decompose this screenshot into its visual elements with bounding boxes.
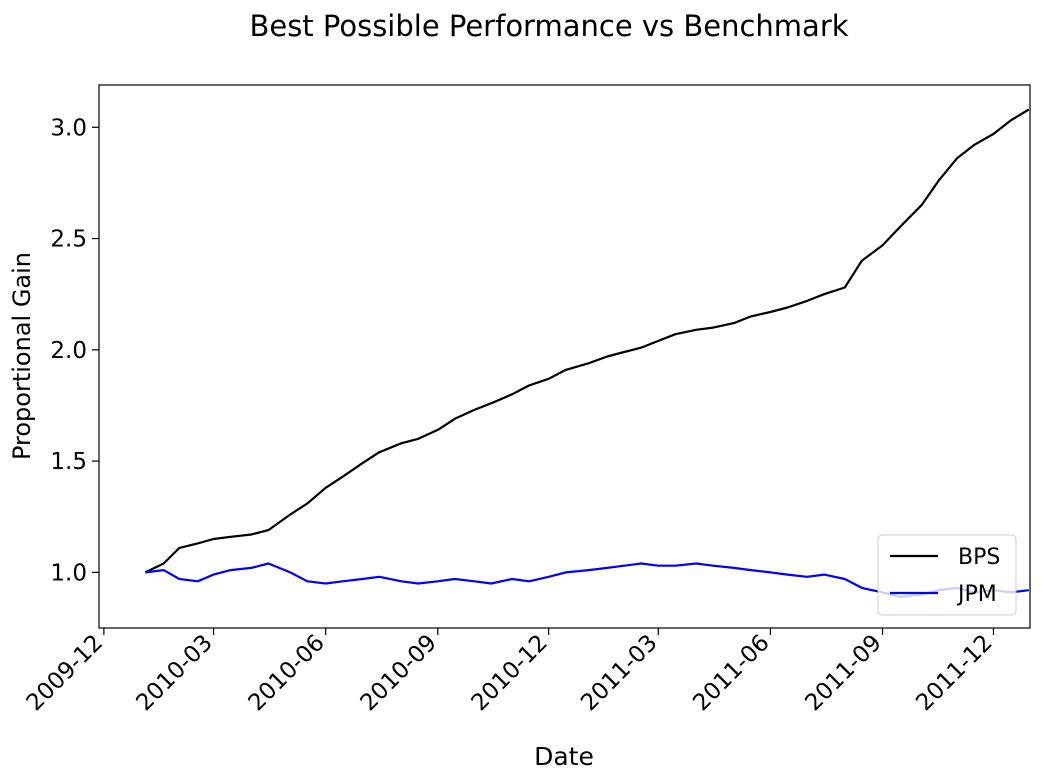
y-tick-label: 1.5 (50, 449, 87, 475)
x-tick-label: 2011-09 (800, 630, 886, 716)
x-tick-label: 2010-03 (131, 630, 217, 716)
x-axis-label: Date (534, 742, 594, 771)
series-layer (144, 108, 1030, 598)
legend: BPS JPM (877, 534, 1017, 616)
y-tick-label: 3.0 (50, 115, 87, 141)
y-tick-label: 1.0 (50, 560, 87, 586)
x-tick-label: 2010-12 (467, 630, 553, 716)
x-tick-label: 2009-12 (22, 630, 108, 716)
legend-label-jpm: JPM (956, 582, 997, 607)
x-tick-label: 2011-06 (688, 630, 774, 716)
chart-title: Best Possible Performance vs Benchmark (249, 9, 848, 43)
x-tick-label: 2011-03 (576, 630, 662, 716)
legend-label-bps: BPS (958, 545, 1000, 570)
y-tick-label: 2.0 (50, 338, 87, 364)
series-line-bps (144, 108, 1030, 574)
x-tick-label: 2010-09 (356, 630, 442, 716)
y-axis-label: Proportional Gain (8, 252, 36, 460)
x-tick-label: 2011-12 (911, 630, 997, 716)
y-tick-label: 2.5 (50, 227, 87, 253)
plot-frame (98, 84, 1031, 629)
x-tick-label: 2010-06 (244, 630, 330, 716)
y-axis: 1.0 1.5 2.0 2.5 3.0 (50, 115, 99, 586)
x-axis: 2009-12 2010-03 2010-06 2010-09 2010-12 2011-… (22, 628, 998, 716)
